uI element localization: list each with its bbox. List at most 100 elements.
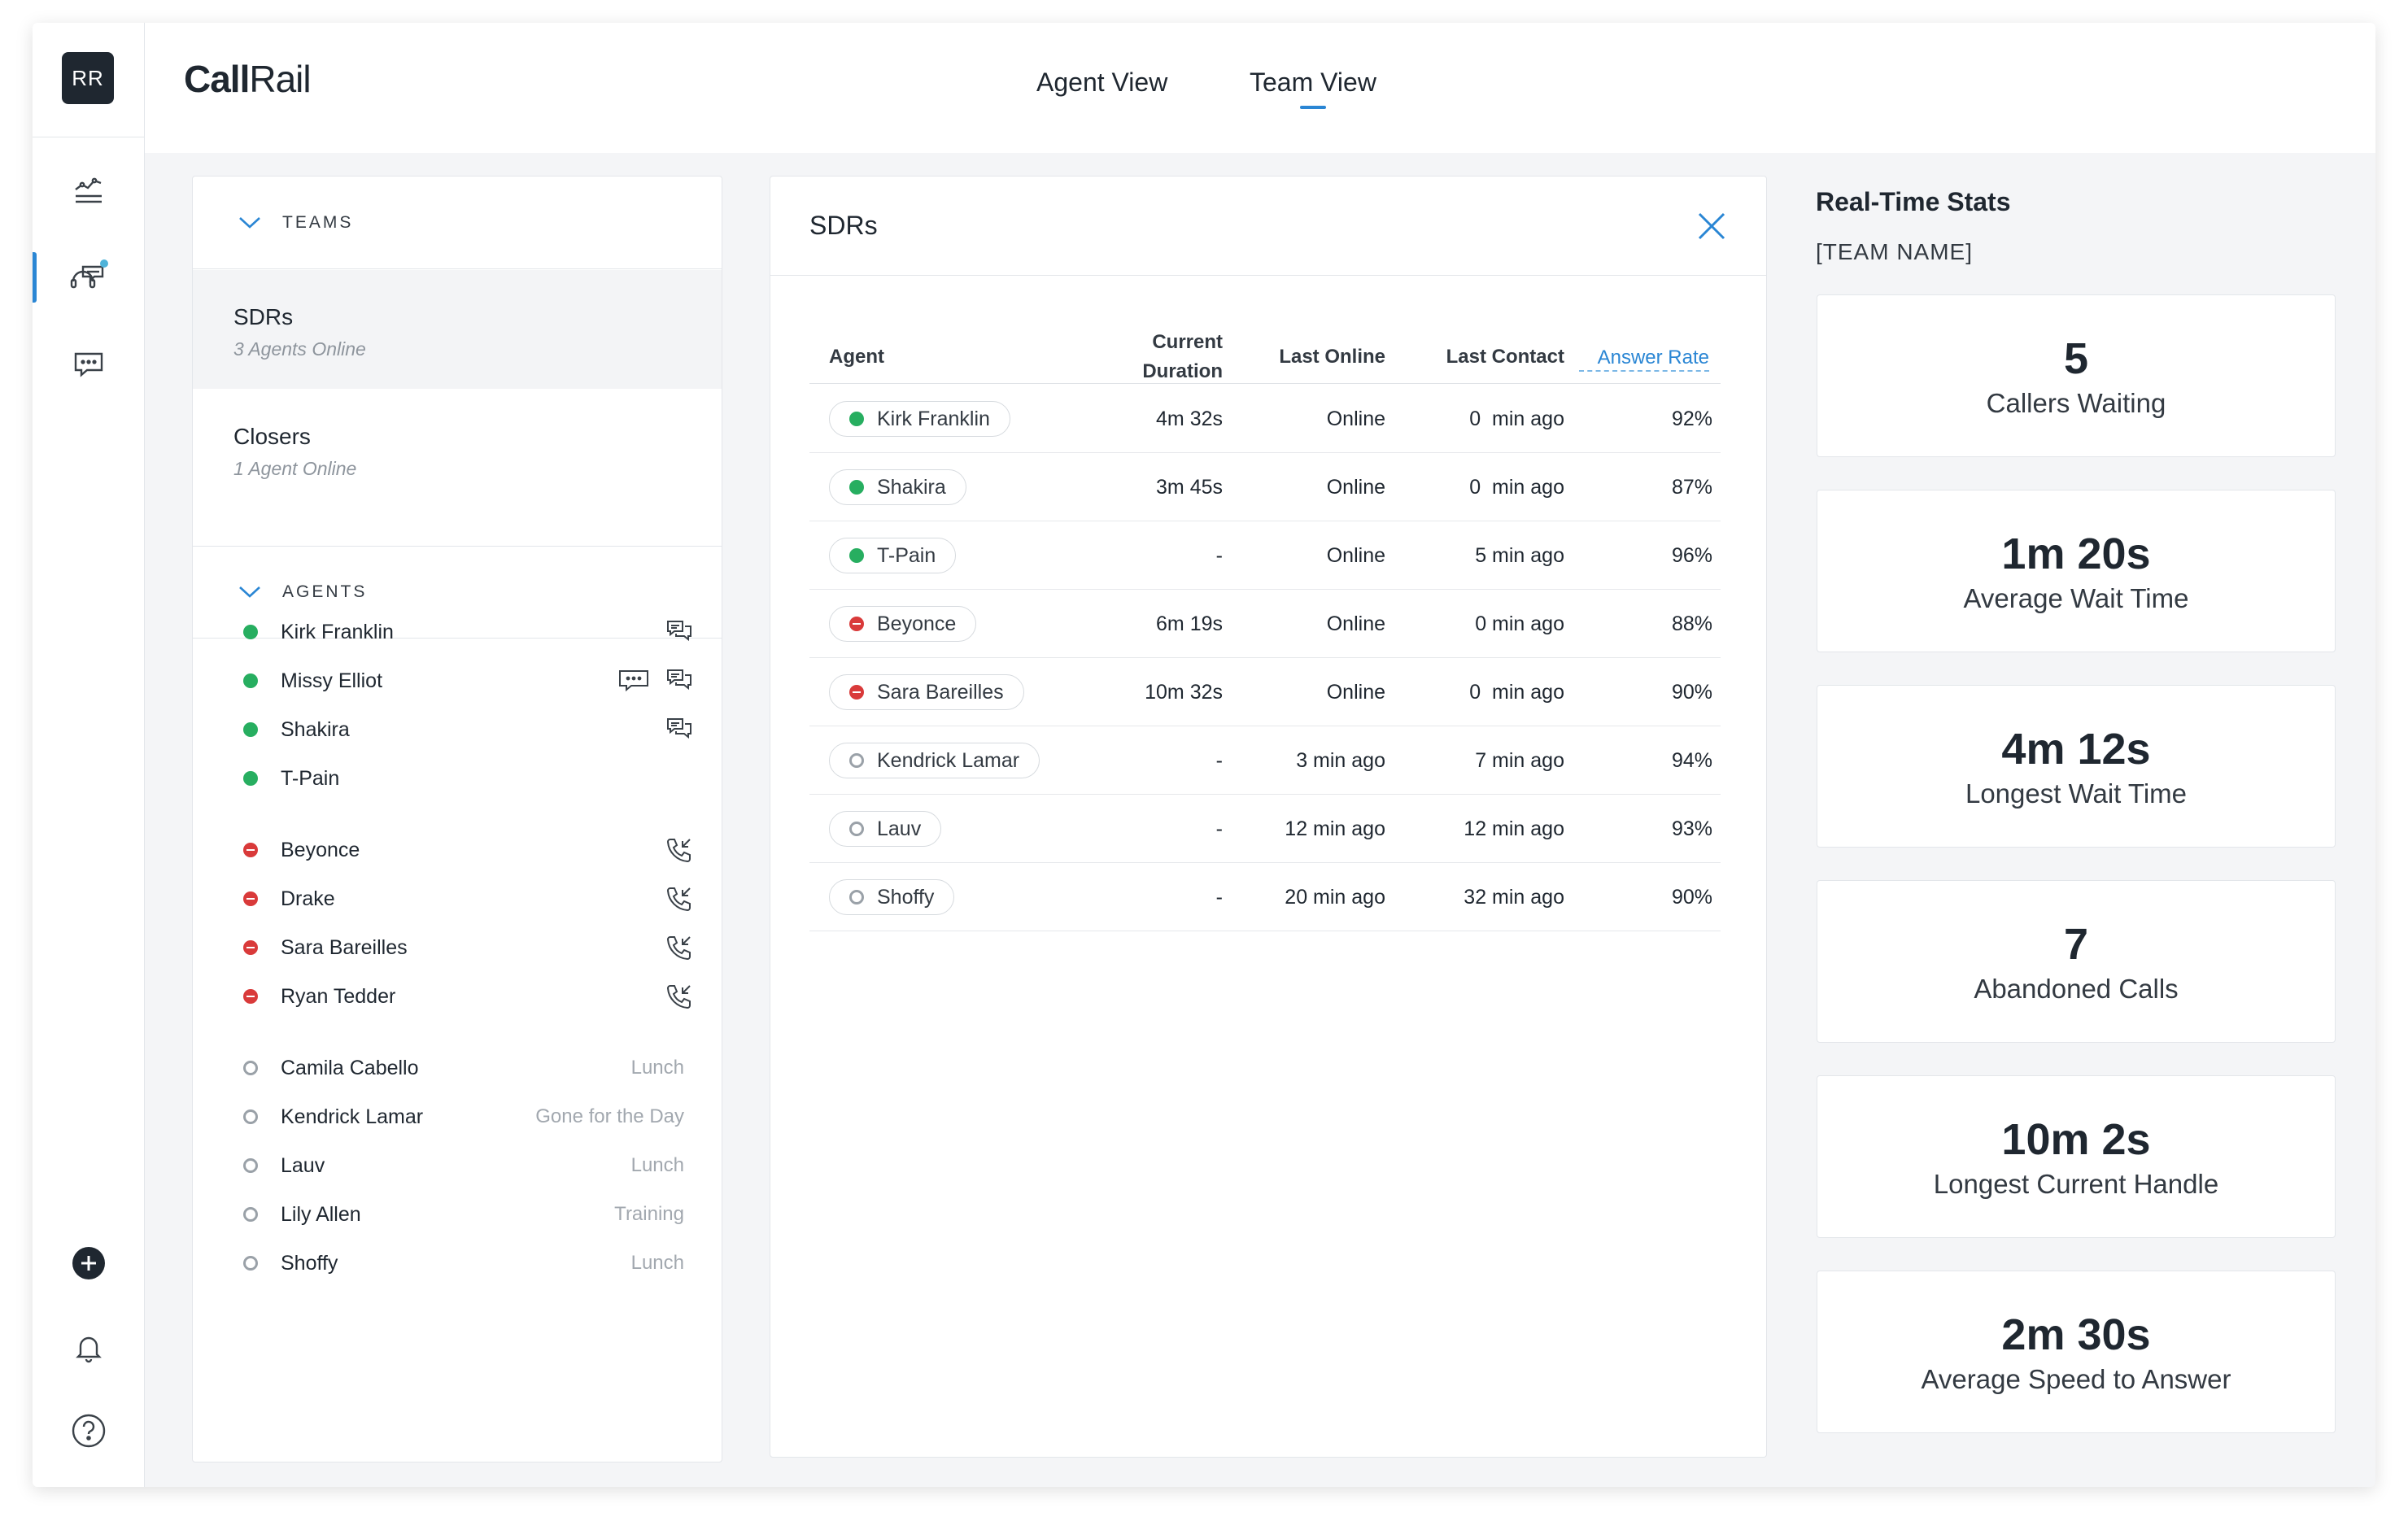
cell-duration: - bbox=[1215, 544, 1223, 567]
table-row[interactable]: Kirk Franklin 4m 32s Online 0 min ago 92% bbox=[809, 385, 1721, 453]
agent-status: Training bbox=[614, 1203, 684, 1225]
col-agent[interactable]: Agent bbox=[829, 346, 884, 368]
agent-item[interactable]: Sara Bareilles bbox=[193, 923, 722, 972]
agent-item[interactable]: Kendrick Lamar Gone for the Day bbox=[193, 1092, 722, 1141]
agent-item[interactable]: Shakira bbox=[193, 705, 722, 754]
cell-last-online: Online bbox=[1326, 408, 1385, 430]
agent-name: Shakira bbox=[281, 717, 350, 741]
team-item-closers[interactable]: Closers 1 Agent Online bbox=[233, 424, 357, 479]
status-dot bbox=[243, 1256, 258, 1271]
chat-icon[interactable] bbox=[663, 713, 696, 746]
teams-section-header[interactable]: TEAMS bbox=[193, 177, 722, 269]
cell-last-online: 3 min ago bbox=[1296, 749, 1385, 772]
cell-last-online: Online bbox=[1326, 612, 1385, 635]
stat-value: 5 bbox=[2063, 334, 2089, 383]
tab-team-view[interactable]: Team View bbox=[1250, 68, 1376, 109]
agent-name: Sara Bareilles bbox=[281, 935, 408, 959]
agents-section-header[interactable]: AGENTS bbox=[193, 546, 722, 639]
agent-pill[interactable]: Shoffy bbox=[829, 879, 955, 915]
chevron-down-icon[interactable] bbox=[238, 586, 261, 599]
app-window: RR bbox=[33, 23, 2375, 1487]
chat-icon[interactable] bbox=[663, 616, 696, 648]
table-row[interactable]: Kendrick Lamar - 3 min ago 7 min ago 94% bbox=[809, 726, 1721, 795]
agent-pill[interactable]: T-Pain bbox=[829, 538, 957, 573]
agent-item[interactable]: Shoffy Lunch bbox=[193, 1239, 722, 1288]
agent-item[interactable]: T-Pain bbox=[193, 754, 722, 803]
agent-item[interactable]: Lily Allen Training bbox=[193, 1190, 722, 1239]
agent-pill[interactable]: Sara Bareilles bbox=[829, 674, 1024, 710]
stat-value: 7 bbox=[2063, 920, 2089, 969]
agent-status: Lunch bbox=[630, 1057, 684, 1079]
table-row[interactable]: Beyonce 6m 19s Online 0 min ago 88% bbox=[809, 590, 1721, 658]
incoming-call-icon[interactable] bbox=[663, 834, 696, 866]
table-row[interactable]: T-Pain - Online 5 min ago 96% bbox=[809, 521, 1721, 590]
stat-label: Longest Current Handle bbox=[1933, 1169, 2219, 1199]
agent-pill[interactable]: Lauv bbox=[829, 811, 942, 847]
cell-last-contact: 5 min ago bbox=[1475, 544, 1564, 567]
table-row[interactable]: Sara Bareilles 10m 32s Online 0 min ago 90% bbox=[809, 658, 1721, 726]
agent-item[interactable]: Missy Elliot bbox=[193, 656, 722, 705]
agent-headset-icon[interactable] bbox=[68, 257, 109, 298]
agent-item[interactable]: Kirk Franklin bbox=[193, 608, 722, 656]
stat-card: 4m 12s Longest Wait Time bbox=[1817, 685, 2336, 848]
agent-item[interactable]: Beyonce bbox=[193, 826, 722, 874]
col-last-contact[interactable]: Last Contact bbox=[1446, 346, 1564, 368]
close-icon[interactable] bbox=[1695, 209, 1729, 243]
sms-icon[interactable] bbox=[617, 665, 650, 697]
message-icon[interactable] bbox=[68, 343, 109, 384]
chat-icon[interactable] bbox=[663, 665, 696, 697]
user-avatar[interactable]: RR bbox=[62, 52, 114, 104]
status-dot bbox=[243, 1207, 258, 1222]
plus-circle-icon[interactable] bbox=[68, 1243, 109, 1284]
agent-name: Kirk Franklin bbox=[281, 620, 394, 643]
table-row[interactable]: Shoffy - 20 min ago 32 min ago 90% bbox=[809, 863, 1721, 931]
status-dot bbox=[243, 891, 258, 906]
stat-card: 1m 20s Average Wait Time bbox=[1817, 490, 2336, 652]
help-icon[interactable] bbox=[68, 1410, 109, 1451]
agent-item[interactable]: Ryan Tedder bbox=[193, 972, 722, 1021]
cell-duration: - bbox=[1215, 749, 1223, 772]
stat-label: Abandoned Calls bbox=[1974, 974, 2179, 1004]
cell-last-online: Online bbox=[1326, 476, 1385, 499]
agent-name: Shoffy bbox=[877, 885, 935, 909]
agent-name: Shoffy bbox=[281, 1251, 338, 1275]
cell-last-contact: 7 min ago bbox=[1475, 749, 1564, 772]
cell-duration: 10m 32s bbox=[1145, 681, 1223, 704]
stat-card: 10m 2s Longest Current Handle bbox=[1817, 1075, 2336, 1238]
agent-pill[interactable]: Beyonce bbox=[829, 606, 977, 642]
cell-last-contact: 0 min ago bbox=[1469, 476, 1564, 499]
agent-pill[interactable]: Shakira bbox=[829, 469, 966, 505]
incoming-call-icon[interactable] bbox=[663, 883, 696, 915]
cell-answer-rate: 90% bbox=[1671, 886, 1712, 909]
tab-agent-view[interactable]: Agent View bbox=[1036, 68, 1168, 97]
incoming-call-icon[interactable] bbox=[663, 980, 696, 1013]
agent-status: Gone for the Day bbox=[535, 1105, 684, 1127]
agent-pill[interactable]: Kirk Franklin bbox=[829, 401, 1010, 437]
chevron-down-icon[interactable] bbox=[238, 216, 261, 229]
col-answer-rate[interactable]: Answer Rate bbox=[1579, 346, 1709, 372]
col-last-online[interactable]: Last Online bbox=[1279, 346, 1385, 368]
active-tab-underline bbox=[1299, 106, 1326, 109]
agent-item[interactable]: Camila Cabello Lunch bbox=[193, 1044, 722, 1092]
agent-item[interactable]: Lauv Lunch bbox=[193, 1141, 722, 1190]
agent-pill[interactable]: Kendrick Lamar bbox=[829, 743, 1040, 778]
team-item-sdrs[interactable]: SDRs 3 Agents Online bbox=[193, 270, 722, 389]
status-dot bbox=[243, 625, 258, 639]
incoming-call-icon[interactable] bbox=[663, 931, 696, 964]
bell-icon[interactable] bbox=[68, 1327, 109, 1368]
analytics-icon[interactable] bbox=[68, 169, 109, 210]
status-dot bbox=[849, 753, 864, 768]
table-row[interactable]: Shakira 3m 45s Online 0 min ago 87% bbox=[809, 453, 1721, 521]
cell-last-online: 20 min ago bbox=[1285, 886, 1385, 909]
agent-status: Lunch bbox=[630, 1252, 684, 1274]
agent-name: Camila Cabello bbox=[281, 1056, 419, 1079]
agent-item[interactable]: Drake bbox=[193, 874, 722, 923]
col-current-duration[interactable]: Current Duration bbox=[1142, 331, 1223, 382]
agent-name: Lauv bbox=[281, 1153, 325, 1177]
stat-label: Longest Wait Time bbox=[1965, 778, 2188, 809]
agent-name: Kendrick Lamar bbox=[281, 1105, 424, 1128]
stat-card: 5 Callers Waiting bbox=[1817, 294, 2336, 457]
table-row[interactable]: Lauv - 12 min ago 12 min ago 93% bbox=[809, 795, 1721, 863]
status-dot bbox=[849, 617, 864, 631]
status-dot bbox=[243, 1061, 258, 1075]
